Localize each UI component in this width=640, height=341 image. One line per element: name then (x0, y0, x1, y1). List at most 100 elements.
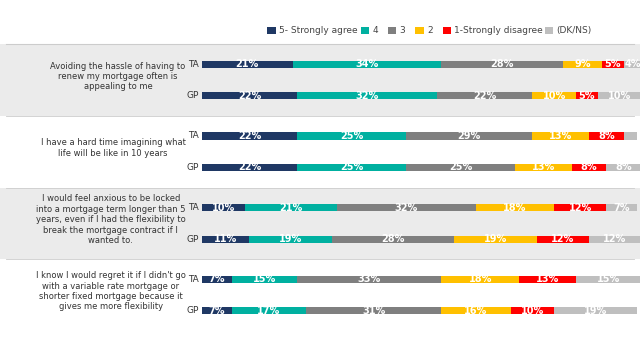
Text: 9%: 9% (574, 59, 591, 69)
Text: 34%: 34% (355, 59, 379, 69)
Text: 25%: 25% (449, 163, 472, 173)
Text: 15%: 15% (253, 274, 276, 284)
FancyBboxPatch shape (298, 276, 441, 283)
FancyBboxPatch shape (202, 307, 232, 314)
FancyBboxPatch shape (624, 132, 637, 139)
FancyBboxPatch shape (441, 61, 563, 68)
FancyBboxPatch shape (250, 236, 332, 243)
Text: TA: TA (188, 132, 198, 140)
FancyBboxPatch shape (511, 307, 554, 314)
Text: 21%: 21% (236, 59, 259, 69)
FancyBboxPatch shape (202, 164, 298, 171)
FancyBboxPatch shape (293, 61, 441, 68)
Text: 7%: 7% (613, 203, 630, 212)
Text: GP: GP (186, 235, 198, 243)
Text: 22%: 22% (238, 131, 261, 141)
Text: 2: 2 (427, 26, 433, 35)
Text: 16%: 16% (464, 306, 488, 316)
FancyBboxPatch shape (598, 92, 640, 100)
Text: 31%: 31% (362, 306, 385, 316)
Text: 12%: 12% (551, 234, 575, 244)
Text: 32%: 32% (394, 203, 418, 212)
FancyBboxPatch shape (441, 307, 511, 314)
Text: 19%: 19% (484, 234, 507, 244)
FancyBboxPatch shape (245, 204, 337, 211)
FancyBboxPatch shape (232, 276, 298, 283)
FancyBboxPatch shape (202, 61, 293, 68)
Text: 10%: 10% (608, 91, 631, 101)
FancyBboxPatch shape (537, 236, 589, 243)
FancyBboxPatch shape (602, 61, 624, 68)
Text: Avoiding the hassle of having to
renew my mortgage often is
appealing to me: Avoiding the hassle of having to renew m… (51, 62, 186, 91)
Text: 15%: 15% (597, 274, 620, 284)
FancyBboxPatch shape (436, 92, 532, 100)
Text: 25%: 25% (340, 163, 364, 173)
Text: TA: TA (188, 275, 198, 284)
Text: 22%: 22% (238, 91, 261, 101)
FancyBboxPatch shape (572, 164, 606, 171)
Text: 13%: 13% (532, 163, 555, 173)
Text: I know I would regret it if I didn't go
with a variable rate mortgage or
shorter: I know I would regret it if I didn't go … (36, 271, 186, 311)
Text: 5%: 5% (579, 91, 595, 101)
FancyBboxPatch shape (554, 307, 637, 314)
FancyBboxPatch shape (406, 164, 515, 171)
FancyBboxPatch shape (441, 276, 519, 283)
Text: 1-Strongly disagree: 1-Strongly disagree (454, 26, 543, 35)
Text: 28%: 28% (490, 59, 513, 69)
Text: 8%: 8% (598, 131, 614, 141)
FancyBboxPatch shape (519, 276, 576, 283)
Text: I would feel anxious to be locked
into a mortgage term longer than 5
years, even: I would feel anxious to be locked into a… (36, 194, 186, 245)
FancyBboxPatch shape (606, 164, 640, 171)
FancyBboxPatch shape (576, 92, 598, 100)
FancyBboxPatch shape (606, 204, 637, 211)
Text: 33%: 33% (358, 274, 381, 284)
FancyBboxPatch shape (202, 204, 245, 211)
Text: 5- Strongly agree: 5- Strongly agree (279, 26, 357, 35)
FancyBboxPatch shape (563, 61, 602, 68)
FancyBboxPatch shape (589, 236, 640, 243)
FancyBboxPatch shape (232, 307, 306, 314)
Text: 18%: 18% (503, 203, 527, 212)
Text: 12%: 12% (604, 234, 627, 244)
FancyBboxPatch shape (202, 236, 250, 243)
Text: 29%: 29% (458, 131, 481, 141)
FancyBboxPatch shape (532, 132, 589, 139)
Text: 28%: 28% (381, 234, 404, 244)
FancyBboxPatch shape (589, 132, 624, 139)
Text: 21%: 21% (279, 203, 303, 212)
FancyBboxPatch shape (332, 236, 454, 243)
FancyBboxPatch shape (202, 92, 298, 100)
Text: TA: TA (188, 203, 198, 212)
Text: 25%: 25% (340, 131, 364, 141)
Text: GP: GP (186, 163, 198, 172)
Text: 10%: 10% (543, 91, 566, 101)
Text: TA: TA (188, 60, 198, 69)
Text: 3: 3 (400, 26, 405, 35)
Text: 13%: 13% (536, 274, 559, 284)
Text: (DK/NS): (DK/NS) (556, 26, 591, 35)
FancyBboxPatch shape (306, 307, 441, 314)
Text: 4%: 4% (624, 59, 640, 69)
Text: 8%: 8% (580, 163, 597, 173)
Text: GP: GP (186, 306, 198, 315)
Text: 13%: 13% (549, 131, 572, 141)
FancyBboxPatch shape (202, 132, 298, 139)
Text: 12%: 12% (568, 203, 592, 212)
Text: 7%: 7% (209, 274, 225, 284)
FancyBboxPatch shape (406, 132, 532, 139)
FancyBboxPatch shape (532, 92, 576, 100)
Text: I have a hard time imagining what
life will be like in 10 years: I have a hard time imagining what life w… (41, 138, 186, 158)
Text: 19%: 19% (279, 234, 303, 244)
FancyBboxPatch shape (554, 204, 606, 211)
Text: 17%: 17% (257, 306, 281, 316)
FancyBboxPatch shape (454, 236, 537, 243)
Text: 5%: 5% (605, 59, 621, 69)
Text: 22%: 22% (238, 163, 261, 173)
FancyBboxPatch shape (298, 92, 436, 100)
Text: 18%: 18% (468, 274, 492, 284)
Text: 32%: 32% (355, 91, 379, 101)
FancyBboxPatch shape (337, 204, 476, 211)
FancyBboxPatch shape (576, 276, 640, 283)
FancyBboxPatch shape (298, 164, 406, 171)
Text: 11%: 11% (214, 234, 237, 244)
